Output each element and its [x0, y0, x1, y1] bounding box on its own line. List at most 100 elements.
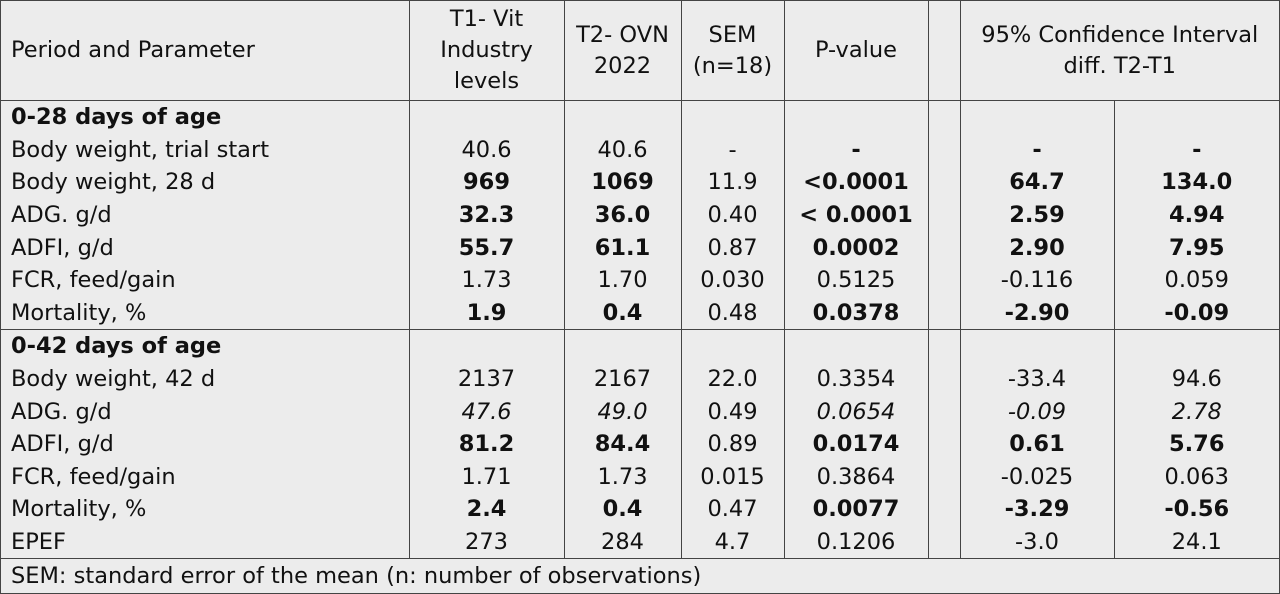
- table-row: ADG. g/d 47.6 49.0 0.49 0.0654 -0.09 2.78: [1, 395, 1279, 428]
- empty-cell: [960, 101, 1114, 134]
- header-pvalue: P-value: [783, 1, 928, 101]
- ci-upper: 24.1: [1113, 525, 1279, 559]
- sem-value: 0.47: [680, 493, 784, 526]
- ci-upper: -0.09: [1113, 296, 1279, 330]
- column-gap: [927, 198, 961, 232]
- parameter-label: ADG. g/d: [11, 398, 112, 425]
- p-value: 0.1206: [783, 525, 928, 559]
- table-row: FCR, feed/gain 1.73 1.70 0.030 0.5125 -0.116 0…: [1, 263, 1279, 297]
- empty-cell: [408, 329, 564, 363]
- t1-value: 2137: [408, 362, 564, 396]
- parameter-label: Mortality, %: [11, 299, 147, 326]
- t1-value: 1.73: [408, 263, 564, 297]
- t2-value: 36.0: [563, 198, 681, 232]
- section-header-row: 0-28 days of age: [1, 100, 1279, 134]
- empty-cell: [783, 100, 928, 134]
- sem-value: 0.87: [680, 231, 784, 264]
- column-gap: [927, 395, 961, 428]
- p-value: 0.3354: [783, 362, 928, 396]
- t2-value: 1069: [563, 166, 681, 199]
- column-gap: [927, 231, 961, 264]
- t1-value: 273: [408, 525, 564, 559]
- ci-upper: 7.95: [1113, 231, 1279, 264]
- p-value: <0.0001: [783, 166, 928, 199]
- p-value: 0.0654: [783, 395, 928, 428]
- table-row: Body weight, 28 d 969 1069 11.9 <0.0001 64.7 1…: [1, 166, 1279, 199]
- column-gap: [927, 525, 961, 559]
- empty-cell: [1113, 329, 1279, 363]
- t1-value: 32.3: [408, 198, 564, 232]
- p-value: 0.3864: [783, 460, 928, 494]
- t2-value: 0.4: [563, 493, 681, 526]
- ci-upper: 5.76: [1113, 427, 1279, 461]
- section-header-row: 0-42 days of age: [1, 329, 1279, 363]
- ci-lower: -0.09: [1007, 398, 1067, 425]
- table-row: Body weight, 42 d 2137 2167 22.0 0.3354 -33.4…: [1, 362, 1279, 396]
- sem-value: 0.48: [680, 296, 784, 330]
- t2-value: 0.4: [563, 296, 681, 330]
- header-row: Period and Parameter T1- Vit Industry le…: [1, 1, 1279, 101]
- ci-upper: -0.56: [1113, 493, 1279, 526]
- column-gap: [927, 100, 961, 134]
- sem-value: 22.0: [680, 362, 784, 396]
- empty-cell: [680, 100, 784, 134]
- p-value: 0.0174: [783, 427, 928, 461]
- t1-value: 81.2: [408, 427, 564, 461]
- t2-value: 2167: [563, 362, 681, 396]
- ci-upper: 134.0: [1113, 166, 1279, 199]
- column-gap: [927, 166, 961, 199]
- column-gap: [927, 263, 961, 297]
- column-gap: [927, 133, 961, 167]
- ci-upper: 4.94: [1113, 198, 1279, 232]
- t1-value: 1.71: [408, 460, 564, 494]
- column-gap: [927, 362, 961, 396]
- t1-value: 1.9: [408, 296, 564, 330]
- ci-upper: -: [1113, 133, 1279, 167]
- t1-value: 969: [408, 166, 564, 199]
- column-gap: [927, 427, 961, 461]
- footnote: SEM: standard error of the mean (n: numb…: [1, 558, 1279, 593]
- sem-value: 0.40: [680, 198, 784, 232]
- t1-value: 55.7: [408, 231, 564, 264]
- ci-lower: -: [1032, 136, 1042, 163]
- empty-cell: [960, 329, 1114, 363]
- t1-value: 47.6: [408, 395, 564, 428]
- ci-lower: 64.7: [1009, 169, 1065, 196]
- empty-cell: [1113, 100, 1279, 134]
- footnote-row: SEM: standard error of the mean (n: numb…: [1, 558, 1279, 593]
- header-t1: T1- Vit Industry levels: [408, 1, 564, 101]
- p-value: 0.5125: [783, 263, 928, 297]
- p-value: -: [783, 133, 928, 167]
- empty-cell: [563, 329, 681, 363]
- sem-value: -: [680, 133, 784, 167]
- ci-lower: -0.025: [1000, 463, 1074, 490]
- ci-upper: 0.059: [1113, 263, 1279, 297]
- p-value: 0.0378: [783, 296, 928, 330]
- sem-value: 11.9: [680, 166, 784, 199]
- parameter-label: Body weight, 28 d: [11, 169, 216, 196]
- table-row: Mortality, % 1.9 0.4 0.48 0.0378 -2.90 -0.09: [1, 296, 1279, 330]
- empty-cell: [408, 100, 564, 134]
- t2-value: 1.70: [563, 263, 681, 297]
- table-body: 0-28 days of age Body weight, trial start…: [1, 100, 1279, 559]
- parameter-label: Body weight, 42 d: [11, 366, 216, 393]
- column-gap: [927, 493, 961, 526]
- sem-value: 0.030: [680, 263, 784, 297]
- parameter-label: ADG. g/d: [11, 202, 112, 229]
- parameter-label: ADFI, g/d: [11, 431, 114, 458]
- column-gap: [927, 1, 961, 101]
- ci-lower: 2.90: [1009, 234, 1065, 261]
- sem-value: 0.89: [680, 427, 784, 461]
- column-gap: [927, 460, 961, 494]
- parameter-label: EPEF: [11, 529, 66, 556]
- t2-value: 84.4: [563, 427, 681, 461]
- header-parameter: Period and Parameter: [1, 1, 409, 101]
- table-row: ADG. g/d 32.3 36.0 0.40 < 0.0001 2.59 4.94: [1, 198, 1279, 232]
- p-value: 0.0002: [783, 231, 928, 264]
- column-gap: [927, 329, 961, 363]
- t1-value: 40.6: [408, 133, 564, 167]
- empty-cell: [680, 329, 784, 363]
- sem-value: 0.015: [680, 460, 784, 494]
- ci-lower: -2.90: [1004, 299, 1070, 326]
